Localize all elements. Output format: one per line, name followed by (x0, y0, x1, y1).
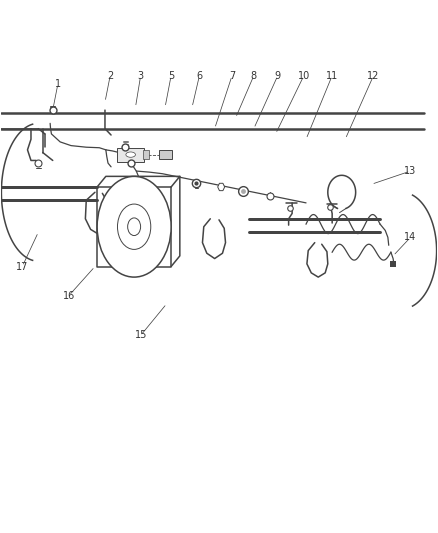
FancyBboxPatch shape (117, 148, 144, 161)
Text: 13: 13 (404, 166, 417, 176)
Text: 2: 2 (107, 70, 113, 80)
Ellipse shape (97, 176, 171, 277)
Polygon shape (218, 183, 225, 191)
Text: 11: 11 (326, 70, 338, 80)
Text: 3: 3 (138, 70, 144, 80)
Text: 6: 6 (196, 70, 202, 80)
Text: 12: 12 (367, 70, 380, 80)
Text: 9: 9 (275, 70, 281, 80)
Ellipse shape (117, 204, 151, 249)
Text: 16: 16 (63, 290, 75, 301)
Text: 17: 17 (16, 262, 28, 271)
Text: 15: 15 (134, 330, 147, 341)
FancyBboxPatch shape (159, 150, 173, 159)
Text: 10: 10 (298, 70, 310, 80)
Text: 8: 8 (251, 70, 257, 80)
Text: 7: 7 (229, 70, 235, 80)
Text: 5: 5 (168, 70, 174, 80)
FancyBboxPatch shape (143, 150, 149, 159)
Text: 14: 14 (404, 232, 417, 243)
Ellipse shape (126, 152, 135, 157)
Ellipse shape (127, 218, 141, 236)
Text: 1: 1 (55, 78, 61, 88)
